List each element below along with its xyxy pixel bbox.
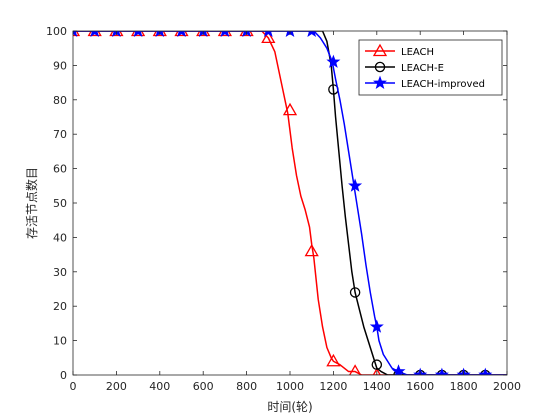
x-tick-label: 200 — [106, 380, 127, 393]
x-axis-title: 时间(轮) — [267, 400, 312, 414]
y-tick-label: 0 — [60, 369, 67, 382]
y-tick-label: 70 — [53, 128, 67, 141]
y-tick-label: 50 — [53, 197, 67, 210]
legend-marker — [372, 75, 388, 89]
x-tick-label: 1400 — [363, 380, 391, 393]
data-point — [478, 367, 493, 375]
x-tick-label: 800 — [236, 380, 257, 393]
y-tick-label: 90 — [53, 59, 67, 72]
legend-marker — [374, 61, 386, 73]
x-tick-label: 1600 — [406, 380, 434, 393]
data-point — [177, 31, 186, 37]
y-tick-label: 20 — [53, 300, 67, 313]
data-point — [348, 364, 362, 375]
x-tick-label: 1000 — [276, 380, 304, 393]
data-point — [307, 31, 317, 37]
legend-label: LEACH-E — [401, 63, 444, 74]
data-point — [369, 319, 384, 333]
data-point — [304, 243, 319, 257]
data-point — [326, 353, 341, 367]
y-tick-label: 30 — [53, 266, 67, 279]
y-tick-label: 80 — [53, 94, 67, 107]
data-point — [109, 31, 124, 37]
legend-entry: LEACH — [365, 43, 434, 58]
data-point — [391, 364, 406, 375]
data-point — [348, 178, 363, 192]
data-point — [152, 31, 167, 37]
y-tick-label: 40 — [53, 231, 67, 244]
x-tick-label: 600 — [193, 380, 214, 393]
data-point — [263, 31, 273, 37]
legend-entry: LEACH-E — [365, 61, 444, 74]
series-line — [73, 31, 507, 375]
data-point — [90, 31, 100, 37]
x-tick-label: 1800 — [450, 380, 478, 393]
data-point — [239, 31, 254, 37]
y-tick-label: 100 — [46, 25, 67, 38]
legend: LEACH LEACH-E LEACH-improved — [358, 39, 503, 96]
data-point — [73, 31, 78, 37]
data-point — [217, 31, 233, 37]
x-tick-label: 0 — [70, 380, 77, 393]
data-point — [196, 31, 211, 37]
y-tick-label: 10 — [53, 335, 67, 348]
legend-marker — [372, 43, 388, 57]
x-tick-label: 2000 — [493, 380, 521, 393]
data-point — [372, 367, 381, 375]
data-point — [326, 54, 341, 68]
data-point — [133, 31, 143, 37]
data-point — [174, 31, 189, 37]
legend-entry: LEACH-improved — [365, 75, 485, 90]
data-point — [261, 31, 276, 44]
x-tick-label: 400 — [149, 380, 170, 393]
data-point — [349, 287, 361, 298]
legend-label: LEACH — [401, 47, 434, 58]
y-axis-title: 存活节点数目 — [24, 167, 39, 239]
legend-label: LEACH-improved — [401, 79, 485, 90]
data-point — [434, 367, 449, 375]
series-leach — [73, 31, 507, 375]
data-point — [130, 31, 146, 37]
x-tick-label: 1200 — [319, 380, 347, 393]
data-point — [87, 31, 102, 37]
series-layer — [73, 31, 507, 375]
data-point — [220, 31, 230, 37]
series-line — [73, 31, 507, 375]
y-tick-label: 60 — [53, 163, 67, 176]
axes: 0 200 400 600 800 1000 1200 1400 1600 1800 2000 0 10… — [46, 25, 521, 393]
data-point — [371, 359, 383, 370]
data-point — [282, 102, 298, 116]
